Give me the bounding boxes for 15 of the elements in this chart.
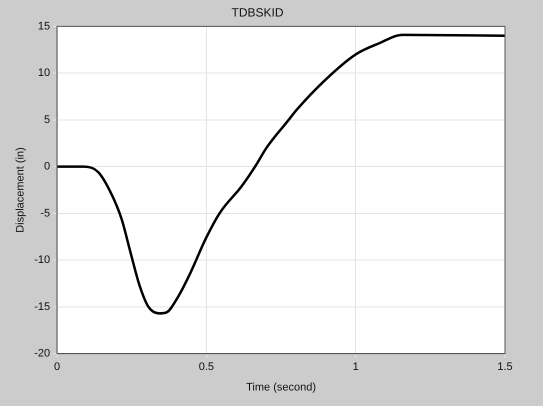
x-tick-label: 1 xyxy=(352,361,359,374)
x-tick-label: 0 xyxy=(54,361,60,374)
y-tick-label: 15 xyxy=(38,20,50,32)
y-tick-label: -5 xyxy=(40,207,50,220)
x-tick-label: 1.5 xyxy=(497,361,513,374)
y-tick-label: 0 xyxy=(44,160,50,173)
y-tick-label: 5 xyxy=(44,114,50,126)
chart-title: TDBSKID xyxy=(231,6,284,20)
y-tick-label: -10 xyxy=(34,254,50,266)
y-axis-title: Displacement (in) xyxy=(14,147,27,233)
y-tick-label: -20 xyxy=(34,348,50,360)
y-tick-label: 10 xyxy=(38,67,50,80)
x-axis-title: Time (second) xyxy=(246,381,316,394)
x-tick-label: 0.5 xyxy=(198,361,214,374)
y-tick-label: -15 xyxy=(34,300,50,313)
